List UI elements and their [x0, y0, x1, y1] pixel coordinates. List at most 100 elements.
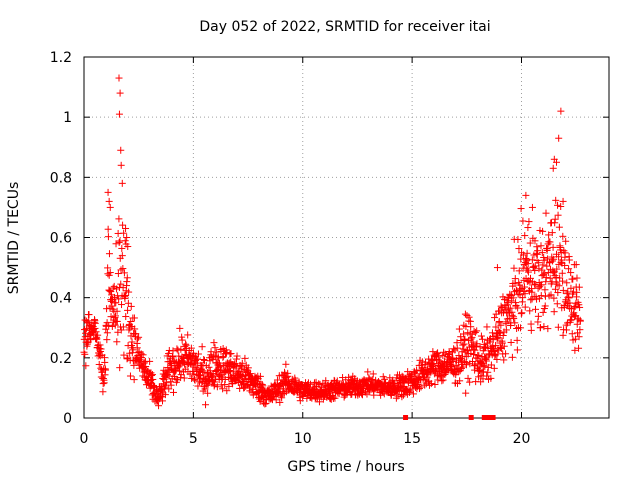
data-point: [237, 364, 245, 372]
data-point: [81, 350, 89, 358]
data-point: [123, 355, 131, 363]
data-point: [487, 374, 495, 382]
data-point: [466, 378, 474, 386]
data-point: [113, 317, 121, 325]
data-point: [429, 348, 437, 356]
data-point: [227, 350, 235, 358]
data-point: [147, 372, 155, 380]
data-point: [113, 285, 121, 293]
data-point: [533, 295, 541, 303]
y-tick-label: 1.2: [50, 50, 72, 66]
data-point: [465, 313, 473, 321]
data-point: [510, 315, 518, 323]
data-point: [180, 374, 188, 382]
data-point: [112, 312, 119, 320]
data-point: [123, 278, 131, 286]
data-point: [572, 261, 580, 269]
data-point: [506, 304, 514, 312]
data-point: [106, 287, 114, 295]
data-point: [123, 274, 131, 282]
data-point: [535, 259, 543, 267]
data-point: [124, 243, 132, 251]
data-point: [528, 203, 536, 211]
data-point: [491, 314, 499, 322]
data-point: [225, 366, 233, 374]
data-point: [480, 361, 488, 369]
data-point: [544, 325, 552, 333]
data-point: [415, 385, 423, 393]
data-point: [497, 321, 505, 329]
data-point: [256, 397, 264, 405]
data-point: [456, 377, 464, 385]
data-point: [101, 358, 109, 366]
data-point: [517, 205, 525, 213]
data-point: [531, 267, 539, 275]
data-point: [258, 380, 266, 388]
x-axis: 0 5 10 15 20: [80, 57, 531, 447]
data-point: [492, 323, 500, 331]
data-point: [546, 238, 554, 246]
data-point: [461, 310, 469, 318]
data-point: [121, 292, 129, 300]
data-point: [331, 394, 339, 402]
data-point: [481, 343, 489, 351]
data-point: [117, 280, 125, 288]
data-point: [101, 371, 109, 379]
data-point: [513, 346, 521, 354]
data-point: [104, 233, 112, 241]
data-point: [120, 229, 128, 237]
data-point: [575, 344, 583, 352]
y-tick-label: 0.8: [50, 170, 72, 186]
data-point: [464, 374, 472, 382]
data-point: [192, 363, 200, 371]
data-point: [261, 400, 269, 408]
data-point: [155, 402, 163, 410]
data-point: [538, 249, 546, 257]
data-point: [174, 346, 182, 354]
data-point: [507, 338, 515, 346]
zero-marker: [468, 415, 474, 420]
data-point: [575, 283, 583, 291]
data-point: [130, 376, 138, 384]
data-point: [542, 274, 550, 282]
data-point: [129, 346, 137, 354]
data-point: [490, 347, 498, 355]
data-point: [547, 291, 555, 299]
data-point: [560, 303, 568, 311]
data-point: [567, 269, 575, 277]
data-point: [509, 294, 517, 302]
data-point: [93, 335, 101, 343]
data-point: [214, 354, 222, 362]
data-point: [575, 333, 583, 341]
data-point: [215, 359, 223, 367]
data-point: [167, 381, 175, 389]
data-point: [559, 331, 567, 339]
data-point: [259, 382, 267, 390]
y-tick-label: 0: [63, 411, 72, 427]
data-point: [568, 330, 576, 338]
data-point: [477, 332, 485, 340]
data-point: [519, 251, 527, 259]
x-tick-label: 20: [513, 431, 531, 447]
data-point: [518, 309, 526, 317]
data-point: [133, 344, 141, 352]
data-point: [433, 350, 441, 358]
data-point: [532, 250, 540, 258]
data-point: [559, 277, 567, 285]
data-point: [132, 330, 140, 338]
data-point: [116, 89, 124, 97]
data-point: [556, 274, 564, 282]
data-point: [106, 203, 114, 211]
data-point: [104, 225, 112, 233]
data-point: [543, 262, 551, 270]
data-point: [488, 329, 496, 337]
data-point: [105, 250, 113, 258]
data-point: [500, 356, 508, 364]
data-point: [92, 328, 100, 336]
data-point: [201, 385, 209, 393]
data-point: [124, 306, 132, 314]
data-point: [241, 354, 249, 362]
data-point: [553, 158, 560, 166]
data-point: [554, 211, 562, 219]
data-point: [448, 354, 456, 362]
